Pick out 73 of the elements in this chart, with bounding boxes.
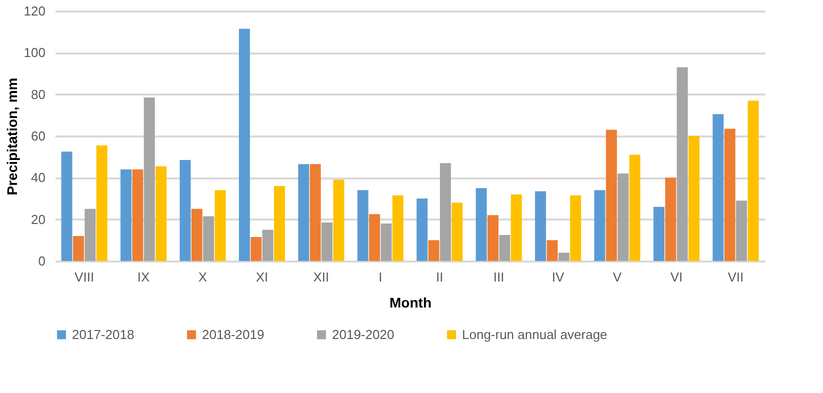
bar [653,206,664,261]
y-axis-title: Precipitation, mm [4,78,20,196]
bar [357,190,368,261]
x-tick-label: X [198,270,208,284]
x-tick-label: IX [137,270,150,284]
bar [629,154,640,261]
bar [333,180,344,261]
bar [96,145,108,261]
bar [72,236,84,261]
y-tick-label: 40 [31,170,46,186]
bar [238,28,250,261]
legend-label: 2017-2018 [72,326,134,342]
bar [606,130,617,261]
x-tick-label: XI [256,270,268,284]
bar [618,174,629,261]
bar [428,240,440,261]
bar [156,166,167,261]
bar [262,230,274,261]
bar [476,188,487,261]
bar [84,208,96,261]
bar [120,169,132,261]
bar [535,191,546,261]
bar [452,202,463,261]
bar [214,190,226,261]
bar [250,237,262,261]
x-tick-label: VI [670,270,683,284]
x-tick-label: III [493,270,504,284]
y-tick-label: 20 [31,212,46,227]
bar [416,198,428,261]
bar [546,240,558,261]
bar [191,208,202,261]
bar [748,100,759,261]
y-tick-label: 120 [24,4,46,18]
bar [132,169,144,261]
bar [688,136,700,261]
x-tick-label: VIII [74,270,94,284]
x-tick-label: XII [313,270,330,284]
bar [180,160,191,261]
x-tick-label: IV [552,270,565,284]
bar [392,195,404,261]
bar [298,164,310,261]
bar [724,128,736,261]
bar [676,67,688,261]
x-tick-label: I [378,270,382,284]
y-tick-label: 60 [31,128,46,144]
bar [594,190,606,261]
bar [440,163,451,261]
x-tick-label: VII [728,270,744,284]
bar [380,224,392,261]
bar [369,214,380,261]
bar [61,152,72,261]
y-tick-label: 80 [31,86,46,102]
y-tick-label: 0 [38,254,46,268]
bar [665,178,676,261]
bar [487,215,498,261]
bar [274,186,285,261]
bar [499,234,510,261]
bar [558,252,570,261]
bar [203,216,214,261]
bar [322,222,333,261]
legend-label: Long-run annual average [462,326,608,342]
x-axis-title: Month [390,294,432,310]
bar [510,194,522,261]
bar [310,164,321,261]
x-tick-label: II [436,270,444,284]
x-tick-label: V [612,270,622,284]
bar [736,200,748,261]
bar [144,97,155,261]
bar [570,195,582,261]
legend-label: 2019-2020 [332,326,394,342]
y-tick-label: 100 [24,45,46,60]
bar [712,114,724,261]
legend-label: 2018-2019 [202,326,264,342]
